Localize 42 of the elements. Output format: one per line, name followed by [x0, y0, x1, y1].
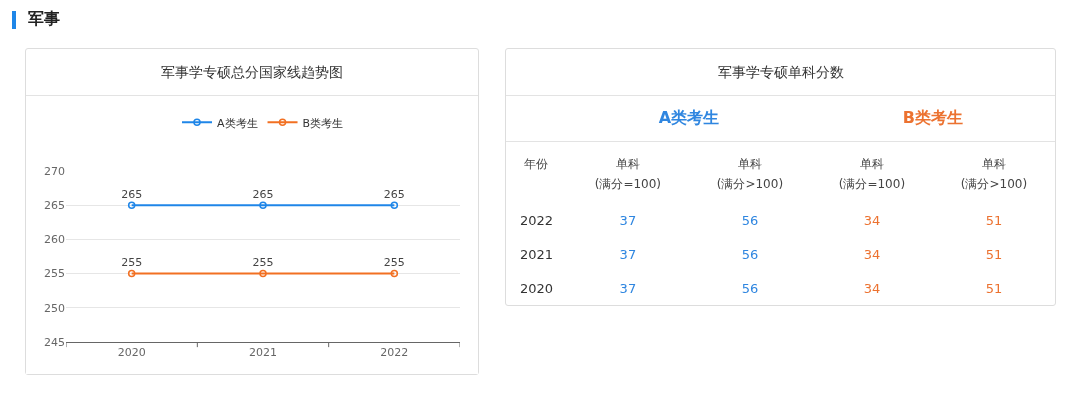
text: 单科 (满分>100): [959, 155, 1029, 193]
series-label: 单科 (满分=100): [593, 155, 663, 193]
data-label: 51: [984, 279, 1004, 298]
category-label: 2021: [518, 245, 554, 264]
chart-title: 军事学专硕总分国家线趋势图: [26, 49, 478, 96]
category-label: 2022: [518, 211, 554, 230]
y-tick-label: 260: [44, 233, 65, 247]
data-label: 265: [383, 187, 405, 201]
data-label: 255: [383, 256, 405, 270]
data-label: 265: [252, 187, 274, 201]
data-label: 56: [740, 245, 760, 264]
chart-subtitle: 军事: [28, 9, 60, 30]
legend-label: B类考生: [302, 116, 344, 130]
legend-label: A类考生: [217, 116, 258, 130]
data-label: 51: [984, 245, 1004, 264]
x-tick-label: 2021: [249, 346, 277, 360]
data-label: 56: [740, 279, 760, 298]
data-label: 37: [618, 245, 638, 264]
text: 单科 (满分=100): [837, 155, 907, 193]
data-label: 34: [862, 245, 882, 264]
y-tick-label: 245: [44, 335, 65, 349]
data-label: 56: [740, 211, 760, 230]
data-label: 34: [862, 279, 882, 298]
text: A类考生: [566, 96, 811, 141]
text: 军事学专硕单科分数: [506, 49, 1055, 96]
data-label: 37: [618, 279, 638, 298]
text: 年份: [523, 155, 550, 173]
x-tick-label: 2022: [380, 346, 409, 360]
data-label: 34: [862, 211, 882, 230]
y-tick-label: 265: [44, 199, 65, 213]
data-label: 265: [121, 187, 143, 201]
data-label: 37: [618, 211, 638, 230]
text: 单科 (满分>100): [715, 155, 785, 193]
data-label: 255: [252, 256, 274, 270]
category-label: 2020: [518, 279, 554, 298]
data-label: 51: [984, 211, 1004, 230]
text: B类考生: [810, 96, 1055, 141]
y-tick-label: 270: [44, 164, 65, 178]
y-tick-label: 250: [44, 301, 65, 315]
data-label: 255: [121, 256, 143, 270]
x-tick-label: 2020: [117, 346, 146, 360]
y-tick-label: 255: [44, 267, 65, 281]
